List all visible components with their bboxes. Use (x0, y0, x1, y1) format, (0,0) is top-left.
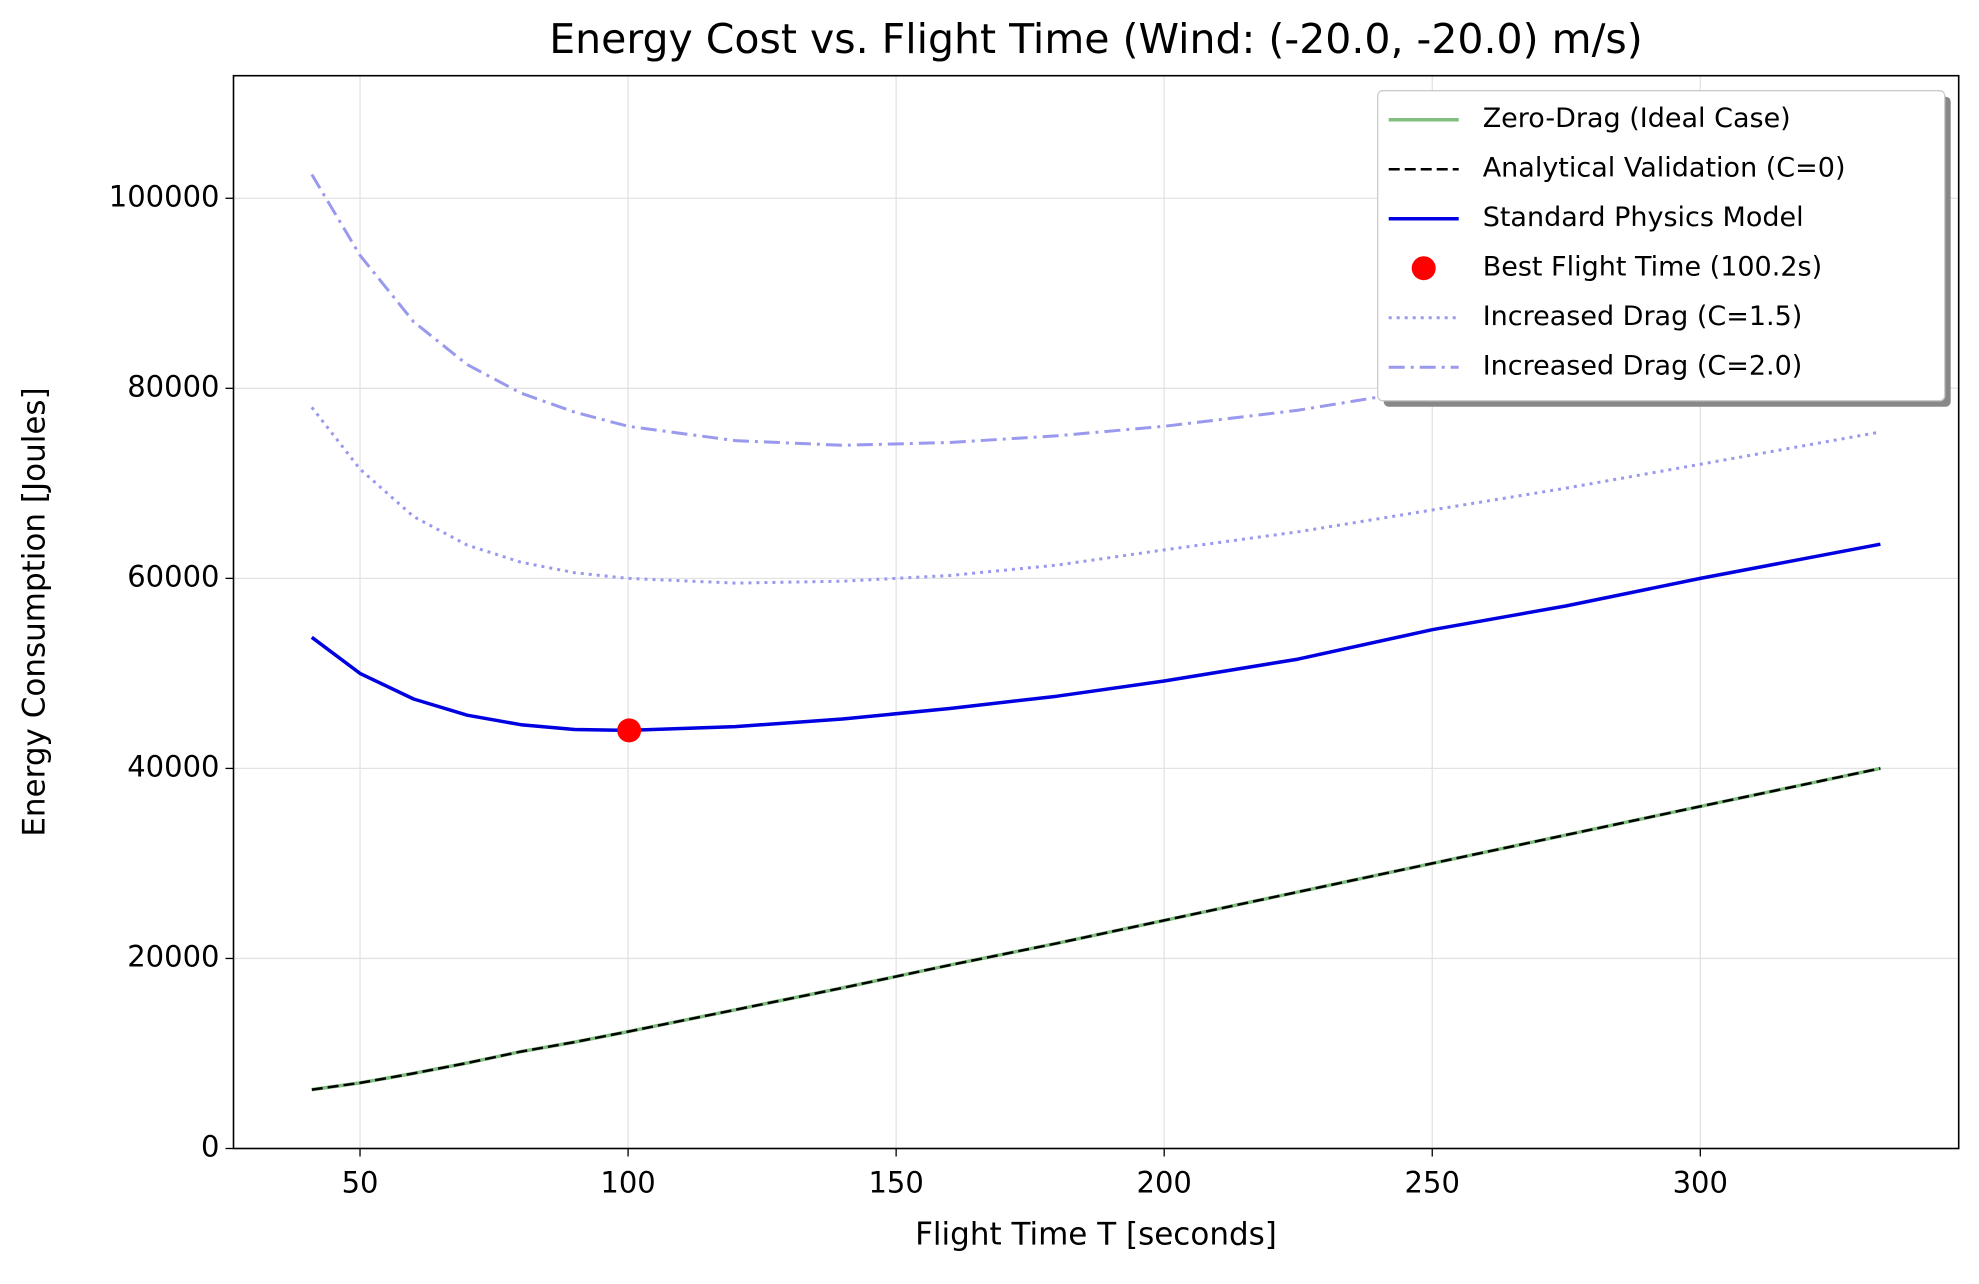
y-tick-label: 40000 (127, 749, 219, 783)
x-tick-label: 200 (1137, 1166, 1192, 1200)
legend-label: Increased Drag (C=1.5) (1483, 301, 1803, 332)
y-tick-label: 80000 (127, 369, 219, 403)
legend-label: Best Flight Time (100.2s) (1483, 252, 1822, 283)
x-tick-label: 250 (1405, 1166, 1460, 1200)
x-tick-label: 50 (342, 1166, 379, 1200)
legend-label: Increased Drag (C=2.0) (1483, 351, 1803, 382)
y-tick-label: 100000 (109, 179, 220, 213)
legend-marker (1411, 256, 1436, 281)
y-axis-label: Energy Consumption [Joules] (17, 387, 53, 836)
best-point (617, 718, 642, 743)
y-tick-label: 0 (201, 1130, 219, 1164)
legend-label: Standard Physics Model (1483, 202, 1804, 233)
y-tick-label: 60000 (127, 559, 219, 593)
x-axis-label: Flight Time T [seconds] (915, 1217, 1277, 1253)
chart-title: Energy Cost vs. Flight Time (Wind: (-20.… (549, 15, 1643, 63)
y-tick-label: 20000 (127, 939, 219, 973)
series-line (311, 767, 1881, 1091)
x-tick-label: 100 (600, 1166, 655, 1200)
x-tick-label: 150 (868, 1166, 923, 1200)
plot-frame (232, 74, 1960, 1150)
legend-label: Analytical Validation (C=0) (1483, 153, 1846, 184)
series-line (310, 542, 1881, 733)
x-tick-label: 300 (1673, 1166, 1728, 1200)
legend-label: Zero-Drag (Ideal Case) (1483, 103, 1791, 134)
legend-box (1377, 90, 1946, 402)
